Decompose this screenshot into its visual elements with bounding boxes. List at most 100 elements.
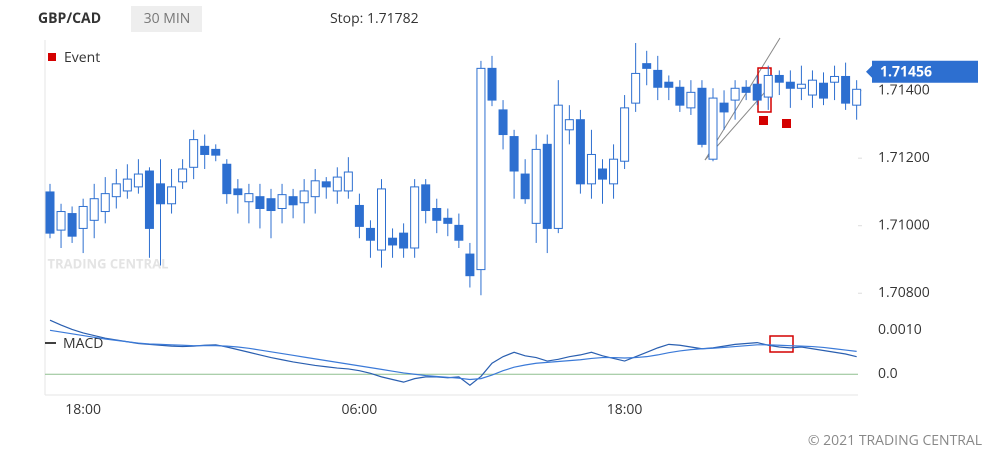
candle-body: [78, 205, 88, 229]
candle-body: [432, 207, 442, 221]
candle-body: [222, 163, 232, 195]
candle-body: [354, 204, 364, 227]
candle-body: [752, 83, 762, 101]
macd-highlight: [769, 335, 794, 353]
event-marker: [759, 116, 768, 125]
candle-body: [509, 136, 519, 172]
candle-body: [343, 171, 353, 192]
last-price-label: 1.71456: [880, 62, 932, 81]
candle-body: [288, 196, 298, 206]
candle-body: [332, 176, 342, 192]
candle-body: [388, 237, 398, 246]
candle-body: [830, 75, 840, 83]
watermark: TRADING CENTRAL: [48, 254, 169, 272]
candle-body: [443, 217, 453, 224]
candle-body: [244, 193, 254, 203]
candle-body: [807, 79, 817, 96]
candle-body: [399, 232, 409, 249]
candle-body: [642, 63, 652, 69]
candle-body: [609, 158, 619, 185]
candle-body: [321, 181, 331, 188]
candle-body: [67, 213, 77, 237]
y-tick-label: 0.0010: [878, 320, 922, 339]
candle-body: [255, 196, 265, 209]
candle-body: [56, 211, 66, 231]
candle-body: [421, 184, 431, 212]
candle-body: [100, 193, 110, 213]
candle-body: [763, 74, 773, 98]
y-tick-label: 1.71200: [878, 148, 930, 167]
symbol: GBP/CAD: [38, 9, 101, 28]
candle-body: [564, 119, 574, 131]
candle-body: [741, 86, 751, 93]
candle-body: [310, 180, 320, 198]
last-price-tag: [866, 60, 978, 83]
candle-body: [454, 224, 464, 241]
macd-line: [49, 319, 857, 386]
candle-body: [476, 67, 486, 271]
candle-body: [266, 198, 276, 212]
candle-body: [553, 104, 563, 229]
candle-body: [598, 168, 607, 180]
candle-body: [774, 74, 784, 83]
candle-body: [664, 81, 674, 88]
candle-body: [45, 191, 55, 234]
candle-body: [233, 188, 243, 196]
y-tick-label: 0.0: [878, 364, 898, 383]
candle-body: [200, 145, 210, 155]
candle-body: [531, 148, 541, 224]
candle-body: [631, 72, 641, 104]
candle-body: [211, 148, 221, 156]
candle-body: [377, 188, 386, 251]
event-marker: [782, 119, 791, 128]
macd-legend-label: MACD: [63, 334, 103, 353]
candle-body: [498, 109, 508, 136]
candle-body: [686, 91, 696, 109]
candle-body: [89, 198, 99, 221]
candle-body: [852, 88, 862, 106]
timeframe[interactable]: 30 MIN: [144, 9, 191, 28]
candle-body: [410, 186, 420, 249]
copyright: © 2021 TRADING CENTRAL: [808, 431, 982, 450]
candle-body: [620, 107, 630, 162]
candle-body: [520, 173, 530, 200]
candle-body: [487, 67, 497, 101]
candle-body: [697, 87, 707, 145]
event-legend-label: Event: [64, 48, 100, 67]
candle-body: [796, 83, 806, 89]
y-tick-label: 1.70800: [878, 283, 930, 302]
timeframe-button[interactable]: [131, 6, 202, 32]
y-tick-label: 1.71000: [878, 215, 930, 234]
macd-line: [49, 329, 857, 381]
candle-body: [144, 170, 154, 229]
candle-body: [675, 86, 685, 106]
candle-body: [167, 186, 177, 205]
candle-body: [156, 183, 165, 205]
candle-body: [730, 87, 740, 101]
candle-body: [277, 194, 287, 209]
candle-body: [653, 69, 663, 88]
x-tick-label: 06:00: [342, 400, 378, 419]
candle-body: [189, 139, 199, 168]
candle-body: [111, 183, 121, 198]
candle-body: [178, 168, 188, 183]
candle-body: [719, 102, 729, 113]
candle-body: [122, 178, 132, 192]
candle-body: [785, 81, 795, 89]
candle-body: [708, 97, 718, 160]
y-tick-label: 1.71400: [878, 80, 930, 99]
candle-body: [586, 153, 596, 185]
candle-body: [841, 75, 851, 104]
candle-body: [575, 119, 585, 185]
candle-body: [819, 82, 828, 99]
candle-body: [299, 190, 309, 204]
candle-body: [365, 227, 375, 241]
candle-body: [542, 143, 552, 229]
stop-level: Stop: 1.71782: [330, 9, 419, 28]
event-legend-marker: [48, 53, 56, 61]
x-tick-label: 18:00: [65, 400, 101, 419]
x-tick-label: 18:00: [607, 400, 643, 419]
candle-body: [133, 173, 143, 188]
candle-body: [465, 253, 475, 277]
